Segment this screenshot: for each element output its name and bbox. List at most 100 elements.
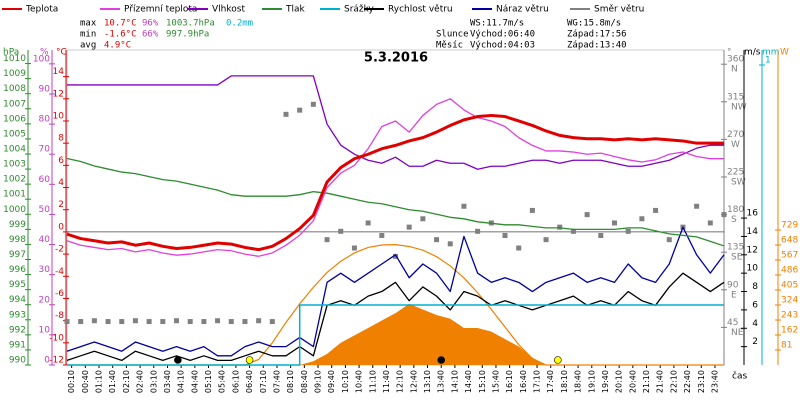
y-tick-label: 1008 (3, 84, 26, 94)
axis-title: % (40, 48, 49, 58)
direction-point (242, 319, 248, 325)
y-tick-label: 315 (727, 92, 744, 102)
direction-point (269, 319, 275, 325)
direction-point (132, 318, 138, 324)
stat: Východ:06:40 (470, 30, 535, 40)
stat: 997.9hPa (166, 30, 209, 40)
x-tick-label: 22:10 (669, 370, 678, 393)
stat-label: avg (80, 41, 96, 51)
x-tick-label: 22:40 (683, 370, 692, 393)
y-tick-label: 6 (752, 300, 758, 310)
axis-title: mm (762, 48, 780, 58)
x-tick-label: 15:10 (478, 370, 487, 393)
series-line (66, 226, 725, 357)
direction-point (201, 319, 207, 325)
legend-label: Přízemní teplota (124, 5, 197, 15)
y-tick-label: -2 (55, 245, 64, 255)
stats: max 10.7°C 96% 1003.7hPa 0.2mm min -1.6°… (80, 19, 627, 51)
stat: 1003.7hPa (166, 19, 215, 29)
y-tick-label: 16 (747, 209, 759, 219)
direction-point (338, 228, 344, 234)
x-tick-label: 10:40 (355, 370, 364, 393)
x-tick-label: 01:40 (108, 370, 117, 393)
stat-label: max (80, 19, 97, 29)
stat: WS:11.7m/s (470, 19, 524, 29)
direction-point (256, 318, 262, 324)
direction-point (612, 220, 617, 226)
y-tick-label: 1009 (3, 69, 26, 79)
series-line (66, 98, 724, 257)
x-tick-label: 06:10 (231, 370, 240, 393)
direction-point (64, 319, 70, 325)
x-tick-label: 18:40 (574, 370, 583, 393)
direction-point (379, 232, 385, 238)
direction-point (365, 220, 371, 226)
y-tick-label: 243 (781, 311, 798, 321)
direction-point (584, 212, 590, 218)
direction-point (447, 241, 453, 247)
y-tick-label: 1003 (3, 160, 26, 170)
direction-point (283, 111, 289, 117)
direction-point (105, 319, 111, 325)
axis-title: ° (727, 48, 732, 58)
y-tick-label: 180 (727, 205, 744, 215)
series-line (67, 75, 724, 170)
stat: 4.9°C (104, 41, 131, 51)
direction-point (146, 319, 152, 325)
y-tick-label: 60 (39, 175, 51, 185)
y-tick-label: 40 (39, 235, 51, 245)
legend-label: Náraz větru (496, 5, 549, 15)
legend-label: Teplota (25, 5, 58, 15)
moon-marker (437, 356, 446, 364)
stat: Východ:04:03 (470, 41, 535, 51)
x-tick-label: 08:40 (300, 370, 309, 393)
y-tick-label: 1007 (3, 99, 26, 109)
x-tick-label: 15:40 (491, 370, 500, 393)
stat-label: Měsíc (436, 41, 463, 51)
x-tick-label: 05:40 (218, 370, 227, 393)
y-tick-label: -6 (55, 289, 64, 299)
direction-point (434, 237, 440, 243)
legend-label: Vlhkost (212, 5, 245, 15)
direction-point (502, 232, 508, 238)
y-tick-label: 50 (39, 205, 51, 215)
direction-point (215, 318, 221, 324)
y-tick-label: 10 (747, 264, 759, 274)
x-tick-label: 05:10 (204, 370, 213, 393)
x-tick-label: 04:40 (190, 370, 199, 393)
direction-point (598, 232, 604, 238)
y-tick-label: 990 (9, 356, 26, 366)
x-tick-label: 21:10 (642, 370, 651, 393)
legend-label: Tlak (285, 5, 306, 15)
stat: -1.6°C (104, 30, 137, 40)
x-axis-label: čas (732, 371, 747, 382)
y-tick-label: 991 (9, 340, 26, 350)
compass-label: N (731, 65, 738, 75)
y-tick-label: 90 (39, 84, 51, 94)
series-step (67, 304, 724, 366)
y-tick-label: 996 (9, 265, 26, 275)
direction-point (461, 203, 467, 209)
compass-label: E (731, 290, 737, 300)
y-tick-label: 14 (747, 227, 759, 237)
y-tick-label: 45 (727, 318, 738, 328)
direction-point (529, 207, 535, 213)
direction-point (187, 319, 193, 325)
x-tick-label: 06:40 (245, 370, 254, 393)
x-tick-label: 11:40 (382, 370, 391, 393)
y-tick-label: 30 (39, 265, 51, 275)
x-tick-label: 19:10 (587, 370, 596, 393)
direction-point (351, 245, 357, 251)
x-tick-label: 00:40 (81, 370, 90, 393)
x-tick-label: 23:40 (710, 370, 719, 393)
legend-label: Směr větru (594, 5, 644, 15)
y-tick-label: 486 (781, 266, 798, 276)
series-line (66, 113, 724, 252)
direction-point (310, 101, 316, 107)
x-tick-label: 00:10 (67, 370, 76, 393)
axis-title: W (780, 48, 789, 58)
y-tick-label: 995 (9, 280, 26, 290)
compass-label: SW (731, 178, 746, 188)
y-tick-label: 1002 (3, 175, 26, 185)
